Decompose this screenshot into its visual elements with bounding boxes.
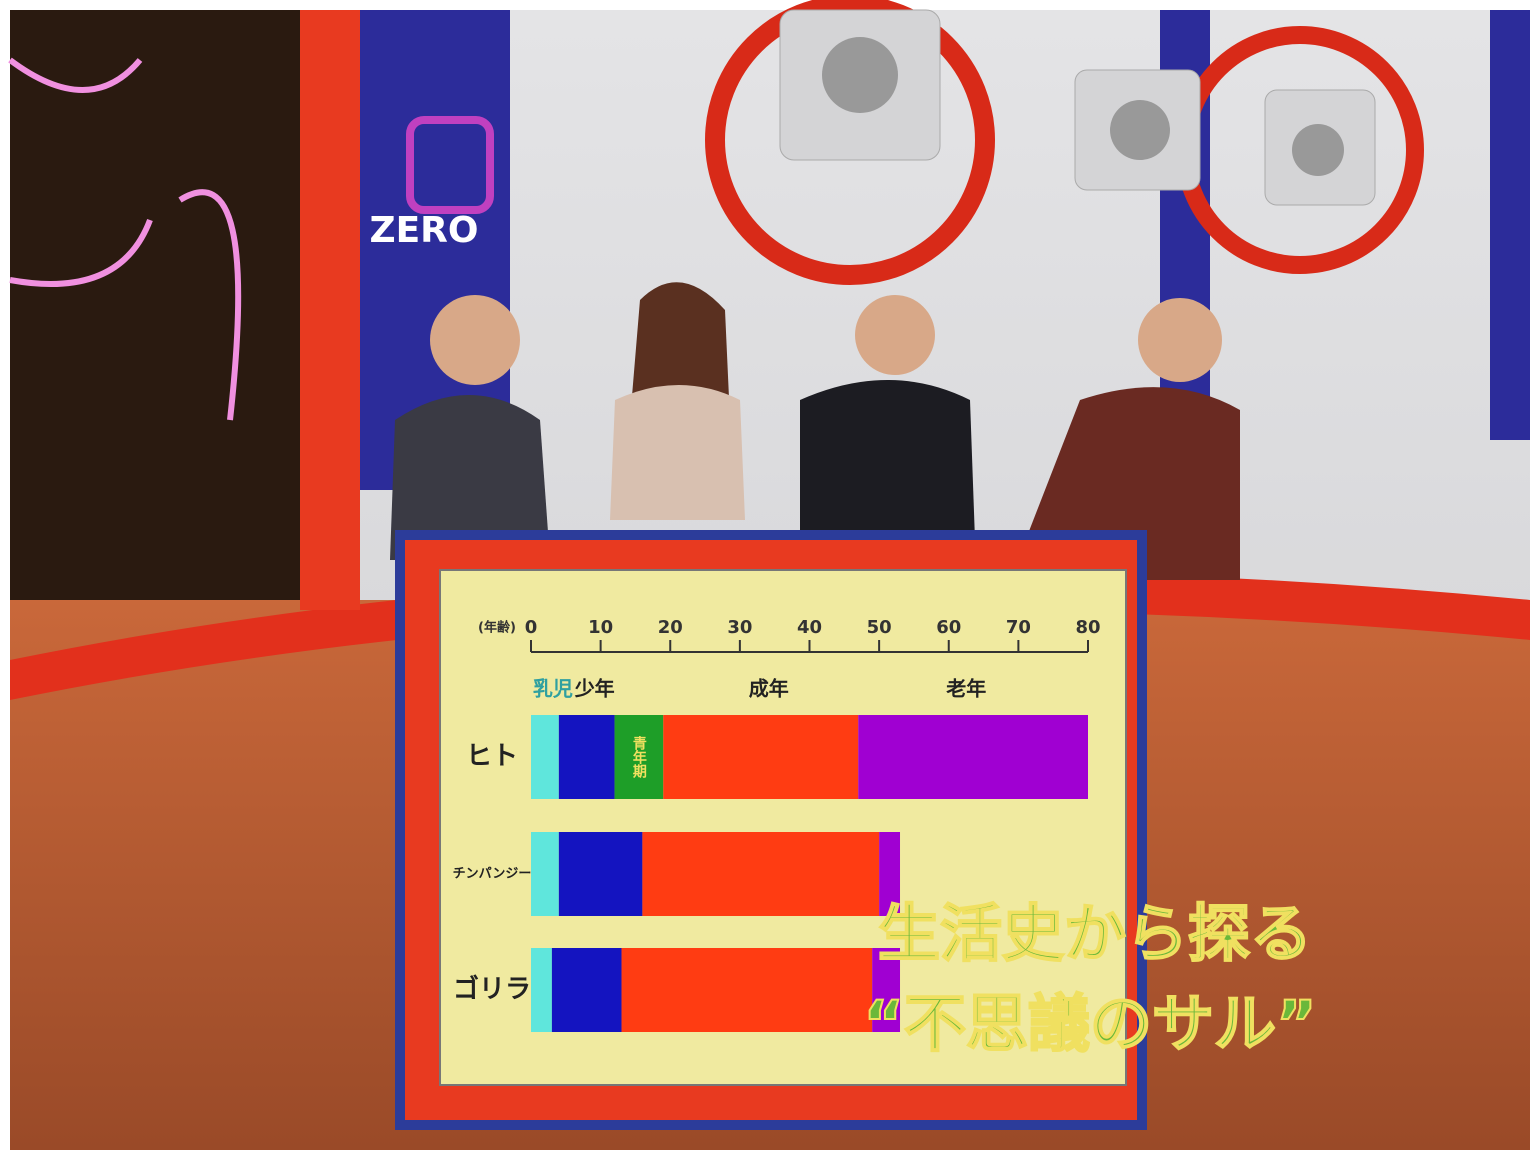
tv-screen: ZERO (年齢) 0 10 20 30 40 50 60 70 80 ヒト 乳児少年青年期 成年 老年… xyxy=(0,0,1539,1159)
bar-segment xyxy=(531,948,552,1032)
x-tick-label: 80 xyxy=(1075,617,1100,638)
bar-segment xyxy=(858,715,1088,799)
bar-segment xyxy=(531,715,559,799)
series-label: 乳児 xyxy=(533,677,573,701)
x-tick-label: 10 xyxy=(588,617,613,638)
bar-segment xyxy=(559,715,615,799)
page: {"logo": "ZERO", "chart_data": {"type": … xyxy=(0,0,1539,1159)
y-tick-label: チンパンジー xyxy=(453,867,532,882)
bar-segment xyxy=(663,715,858,799)
bar-segment xyxy=(642,832,879,916)
x-tick-label: 30 xyxy=(727,617,752,638)
x-tick-label: 0 xyxy=(525,617,538,638)
bar-segment xyxy=(531,832,559,916)
series-label: 少年 xyxy=(574,677,615,701)
x-tick-label: 20 xyxy=(658,617,683,638)
logo: ZERO xyxy=(369,210,478,251)
series-label: 老年 xyxy=(946,677,986,701)
caption-line: “不思議のサル” xyxy=(863,987,1317,1060)
bar-segment xyxy=(552,948,622,1032)
bar-segment xyxy=(622,948,873,1032)
x-tick-label: 70 xyxy=(1006,617,1031,638)
caption-line: 生活史から探る xyxy=(878,897,1312,970)
y-tick-label: ゴリラ xyxy=(453,974,531,1005)
x-axis-label: (年齢) xyxy=(478,620,516,636)
x-tick-label: 40 xyxy=(797,617,822,638)
x-tick-label: 50 xyxy=(867,617,892,638)
y-tick-label: ヒト xyxy=(466,742,518,772)
bar-segment xyxy=(559,832,643,916)
series-label: 青年期 xyxy=(631,735,647,779)
x-tick-label: 60 xyxy=(936,617,961,638)
series-label: 成年 xyxy=(749,677,789,701)
